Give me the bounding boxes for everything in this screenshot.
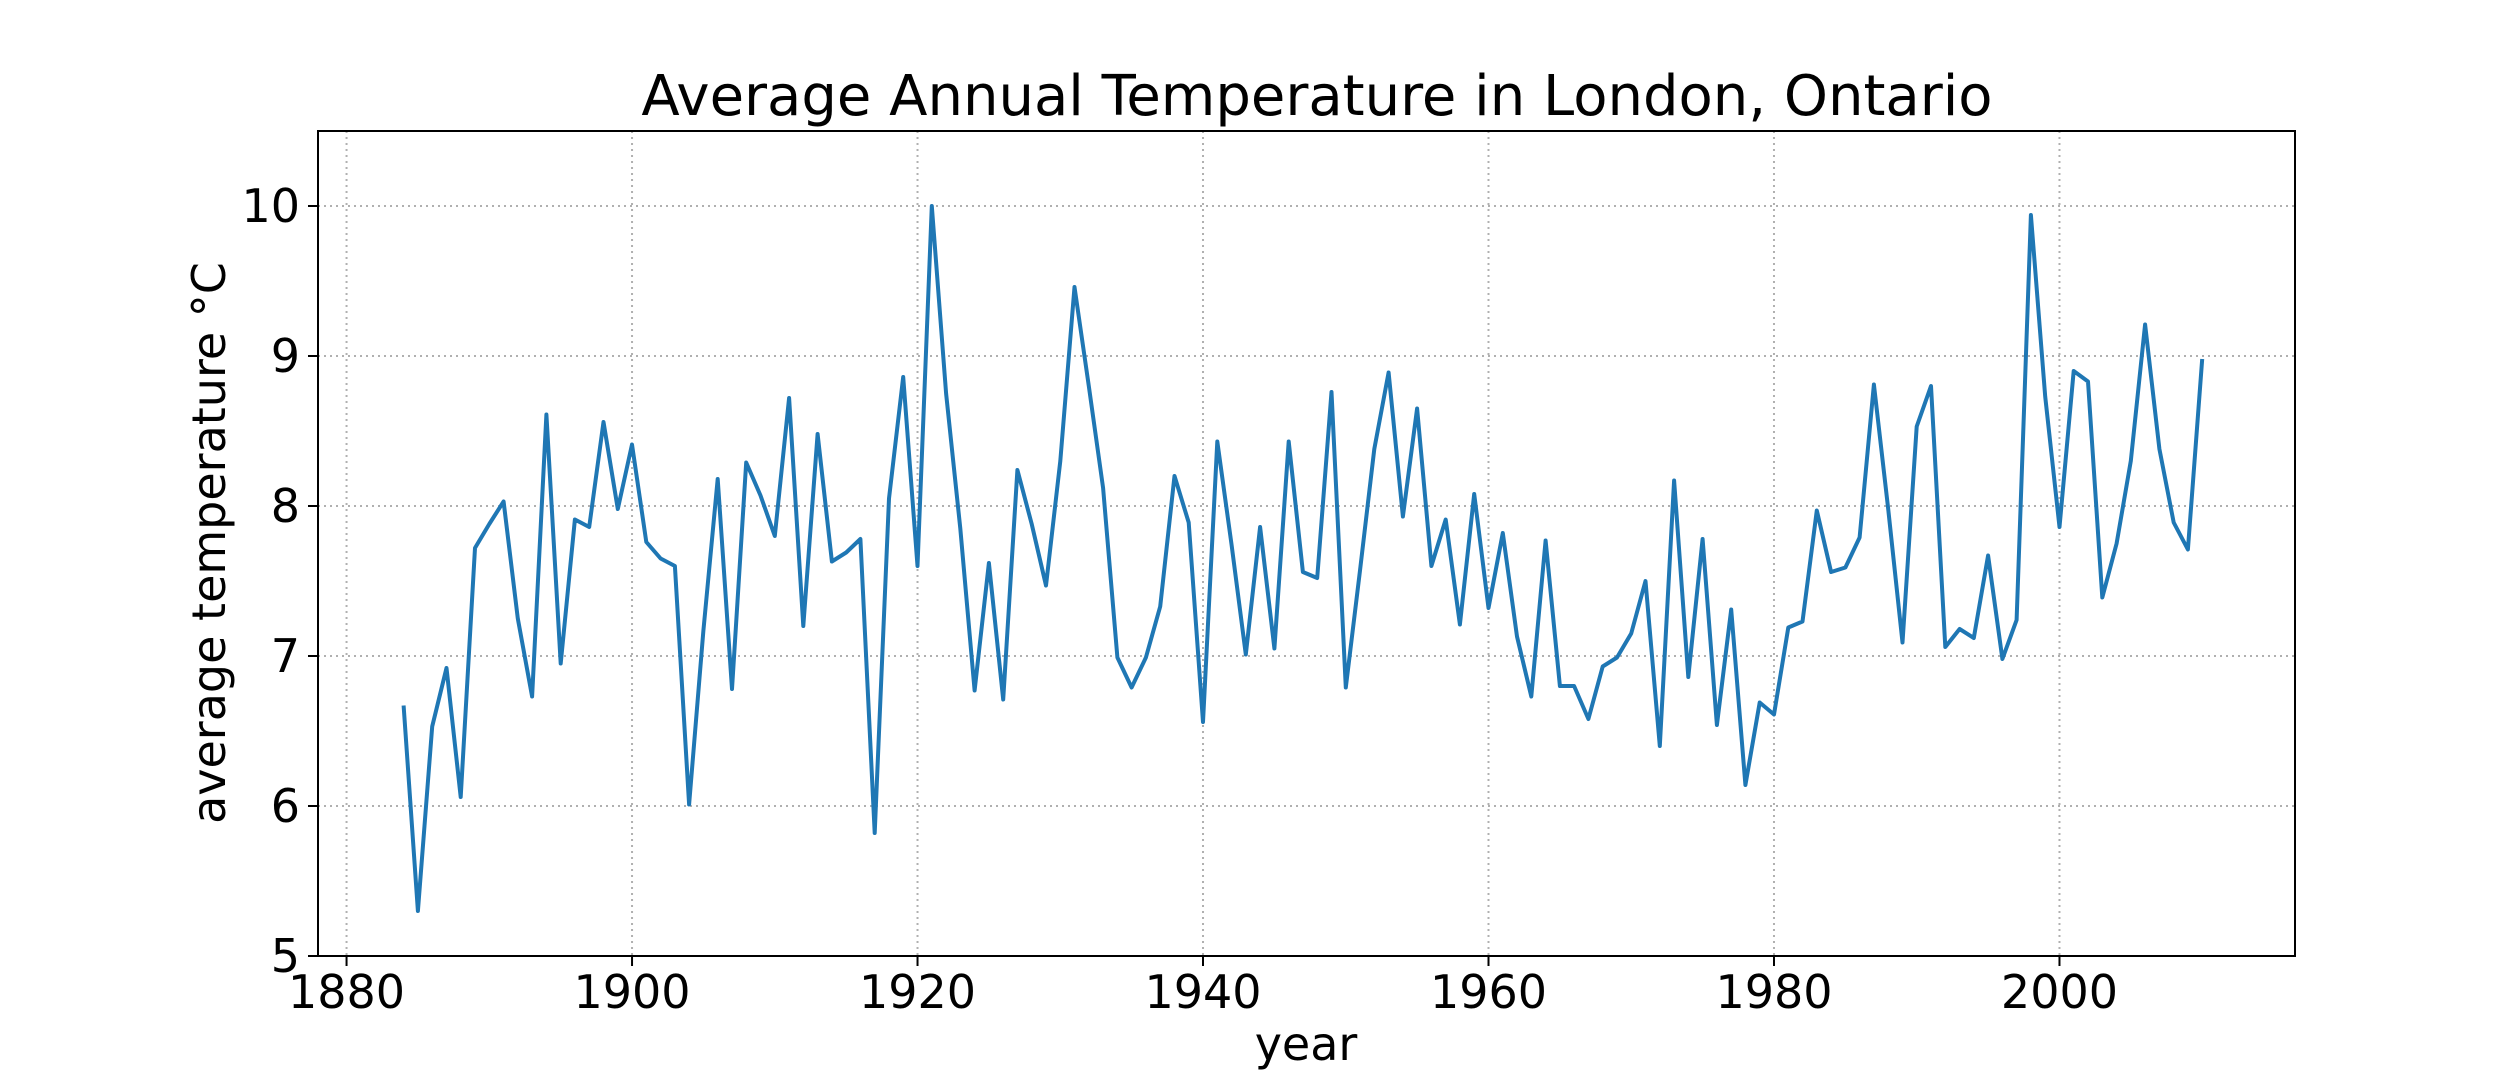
x-tick-label: 1960 [1430,965,1547,1019]
x-tick-label: 1940 [1144,965,1261,1019]
x-axis-label: year [1255,1017,1358,1071]
y-tick-label: 9 [271,329,300,383]
x-tick-label: 1900 [573,965,690,1019]
chart-title: Average Annual Temperature in London, On… [641,64,1992,129]
x-tick-label: 1920 [859,965,976,1019]
y-tick-label: 7 [271,629,300,683]
y-tick-label: 5 [271,929,300,983]
series-line [401,204,2205,913]
x-tick-label: 2000 [2001,965,2118,1019]
axis-ticks: 1880 1900 1920 1940 1960 1980 2000 5 6 7 8 9 10 [241,179,2118,1019]
gridlines [318,131,2295,957]
y-tick-label: 8 [271,479,300,533]
x-tick-label: 1980 [1715,965,1832,1019]
plot-area-frame [317,130,2296,957]
y-axis-label: average temperature °C [182,262,236,824]
y-tick-label: 6 [271,779,300,833]
y-tick-label: 10 [241,179,300,233]
x-tick-label: 1880 [288,965,405,1019]
